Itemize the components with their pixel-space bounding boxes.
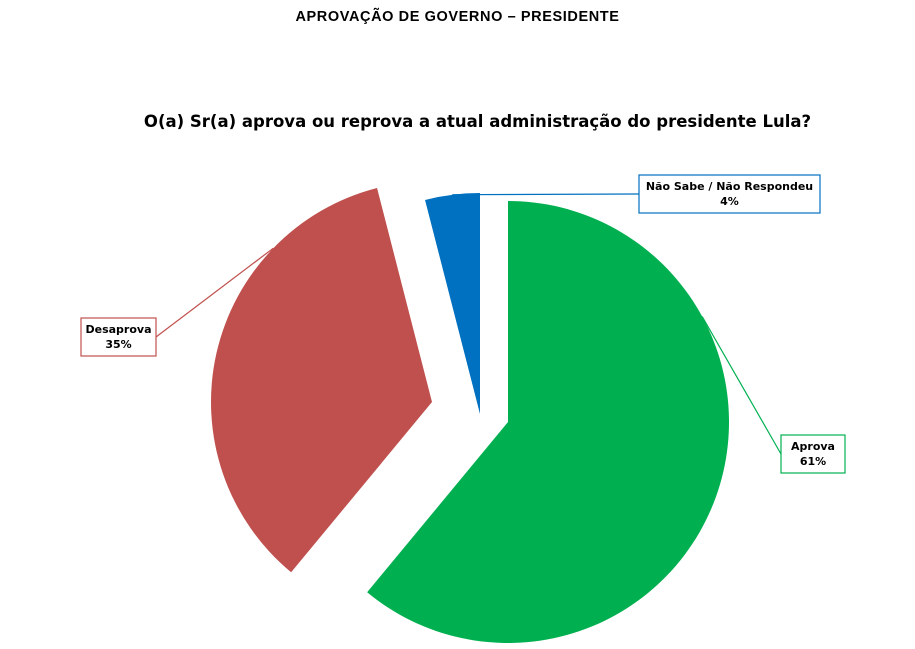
page-title: APROVAÇÃO DE GOVERNO – PRESIDENTE bbox=[295, 9, 620, 25]
data-label-box-nao-sabe-nao-respondeu bbox=[638, 174, 821, 214]
data-label-box-aprova bbox=[780, 434, 846, 474]
pie-slice-desaprova bbox=[211, 187, 432, 573]
data-label-value: 35% bbox=[105, 338, 131, 351]
pie-slice-aprova bbox=[367, 201, 730, 643]
leader-line-desaprova bbox=[155, 247, 274, 338]
leader-line-aprova bbox=[701, 316, 782, 455]
pie-slice-nao-sabe-nao-respondeu bbox=[425, 193, 480, 414]
data-label-value: 4% bbox=[720, 195, 739, 208]
data-label-value: 61% bbox=[800, 455, 826, 468]
leader-line-nao-sabe-nao-respondeu bbox=[452, 193, 640, 196]
chart-title: O(a) Sr(a) aprova ou reprova a atual adm… bbox=[143, 112, 812, 131]
data-label-name: Não Sabe / Não Respondeu bbox=[646, 180, 813, 193]
data-label-name: Aprova bbox=[791, 440, 835, 453]
data-label-box-desaprova bbox=[80, 317, 157, 357]
data-label-name: Desaprova bbox=[85, 323, 151, 336]
